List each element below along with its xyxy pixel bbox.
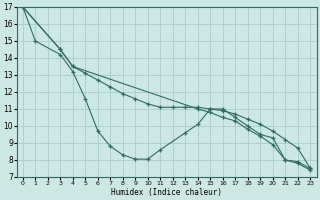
X-axis label: Humidex (Indice chaleur): Humidex (Indice chaleur) [111, 188, 222, 197]
